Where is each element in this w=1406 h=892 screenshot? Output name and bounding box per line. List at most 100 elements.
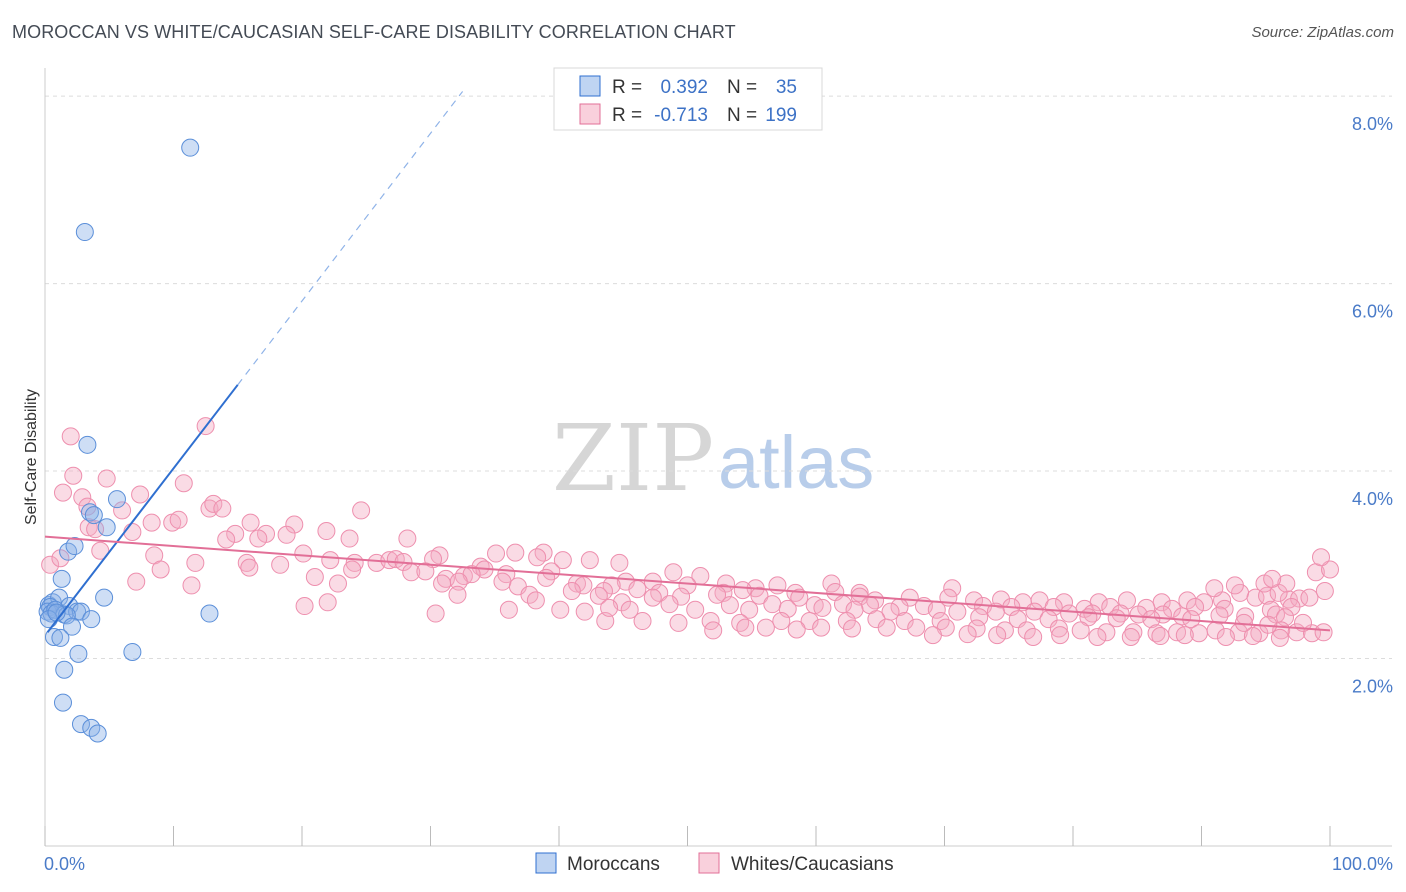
trend-line-moroccans xyxy=(46,384,239,633)
data-point xyxy=(241,513,260,532)
data-point xyxy=(822,574,841,593)
data-point xyxy=(1162,599,1181,618)
data-point xyxy=(589,586,608,605)
data-point xyxy=(1060,604,1079,623)
trend-line-moroccans-extension xyxy=(237,91,464,386)
data-point xyxy=(398,529,417,548)
data-point xyxy=(633,612,652,631)
data-point xyxy=(772,612,791,631)
legend-swatch xyxy=(579,103,601,125)
data-point xyxy=(64,466,83,485)
data-point xyxy=(65,537,84,556)
data-point xyxy=(107,490,126,509)
legend-n-value: 35 xyxy=(776,77,797,98)
data-point xyxy=(97,518,116,537)
data-point xyxy=(877,618,896,637)
data-point xyxy=(78,435,97,454)
data-point xyxy=(610,553,629,572)
data-point xyxy=(1205,579,1224,598)
data-point xyxy=(736,618,755,637)
data-point xyxy=(493,572,512,591)
data-point xyxy=(1088,627,1107,646)
data-point xyxy=(71,602,90,621)
data-point xyxy=(84,506,103,525)
data-point xyxy=(763,595,782,614)
data-point xyxy=(86,520,105,539)
data-point xyxy=(750,586,769,605)
data-point xyxy=(305,567,324,586)
data-point xyxy=(686,600,705,619)
data-point xyxy=(75,223,94,242)
data-point xyxy=(1195,593,1214,612)
legend-n-label: N = xyxy=(727,77,757,98)
data-point xyxy=(352,501,371,520)
data-point xyxy=(318,593,337,612)
data-point xyxy=(733,581,752,600)
data-point xyxy=(1270,628,1289,647)
data-point xyxy=(200,604,219,623)
data-point xyxy=(970,608,989,627)
data-point xyxy=(52,569,71,588)
legend-r-value: -0.713 xyxy=(654,105,708,126)
data-point xyxy=(240,558,259,577)
data-point xyxy=(55,660,74,679)
y-tick-label: 6.0% xyxy=(1352,302,1393,322)
data-point xyxy=(678,576,697,595)
data-point xyxy=(1124,623,1143,642)
data-point xyxy=(97,469,116,488)
data-point xyxy=(800,612,819,631)
data-point xyxy=(620,600,639,619)
data-point xyxy=(416,562,435,581)
data-point xyxy=(249,529,268,548)
data-point xyxy=(213,499,232,518)
data-point xyxy=(95,588,114,607)
data-point xyxy=(71,715,90,734)
data-point xyxy=(551,600,570,619)
data-point xyxy=(1107,609,1126,628)
data-point xyxy=(1312,548,1331,567)
data-point xyxy=(1142,610,1161,629)
data-point xyxy=(1243,627,1262,646)
data-point xyxy=(186,553,205,572)
data-point xyxy=(294,544,313,563)
data-point xyxy=(1071,621,1090,640)
data-point xyxy=(169,510,188,529)
data-point xyxy=(88,724,107,743)
data-point xyxy=(91,541,110,560)
data-point xyxy=(1117,591,1136,610)
chart-title: MOROCCAN VS WHITE/CAUCASIAN SELF-CARE DI… xyxy=(12,22,736,42)
data-point xyxy=(669,613,688,632)
data-point xyxy=(1151,627,1170,646)
data-point xyxy=(1017,621,1036,640)
data-point xyxy=(448,585,467,604)
data-point xyxy=(1051,626,1070,645)
data-point xyxy=(380,551,399,570)
data-point xyxy=(506,543,525,562)
data-point xyxy=(53,483,72,502)
data-point xyxy=(41,555,60,574)
data-point xyxy=(1025,602,1044,621)
data-point xyxy=(900,588,919,607)
data-point xyxy=(343,560,362,579)
data-point xyxy=(1314,623,1333,642)
data-point xyxy=(628,580,647,599)
data-point xyxy=(328,574,347,593)
data-point xyxy=(1300,588,1319,607)
data-point xyxy=(720,596,739,615)
data-point xyxy=(151,560,170,579)
data-point xyxy=(1175,626,1194,645)
y-tick-label: 8.0% xyxy=(1352,114,1393,134)
data-point xyxy=(812,618,831,637)
data-point xyxy=(1101,597,1120,616)
data-point xyxy=(433,574,452,593)
legend-n-label: N = xyxy=(727,105,757,126)
y-axis-label: Self-Care Disability xyxy=(23,389,40,525)
data-point xyxy=(73,488,92,507)
data-point xyxy=(813,598,832,617)
data-point xyxy=(127,572,146,591)
data-point xyxy=(181,138,200,157)
trend-line-whites xyxy=(44,535,1331,632)
grid xyxy=(45,95,1392,660)
legend-swatch xyxy=(579,75,601,97)
